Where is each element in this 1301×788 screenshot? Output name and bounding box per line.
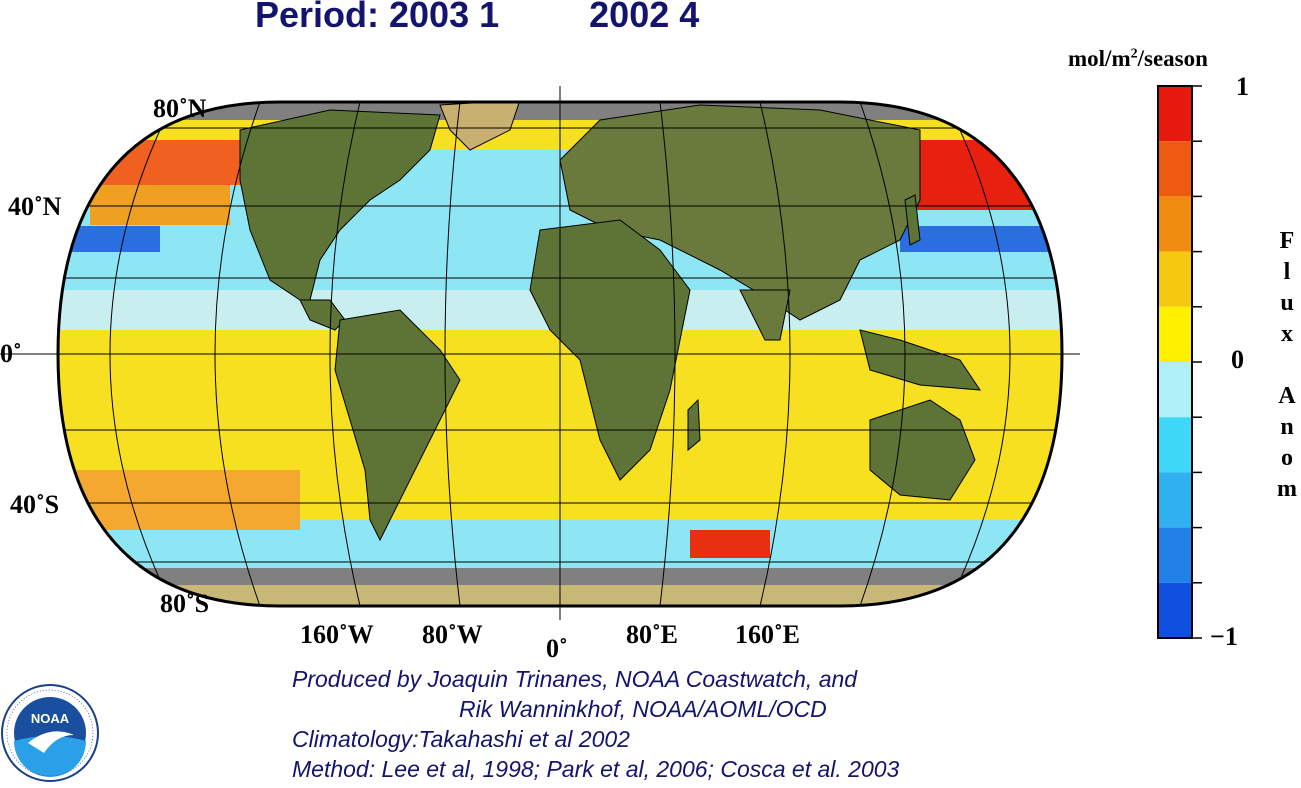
- north-pacific-west-anomaly: [90, 140, 250, 185]
- colorbar-min-label: −1: [1210, 622, 1238, 651]
- india: [739, 289, 791, 341]
- lon-line-e3: [859, 102, 906, 606]
- lon-line-w1: [444, 102, 461, 606]
- period-end: 2002 4: [589, 0, 700, 35]
- australia: [869, 399, 976, 501]
- colorbar-units: mol/m2/season: [1068, 46, 1208, 72]
- vertical-label-letter: A: [1278, 383, 1296, 409]
- period-start: Period: 2003 1: [255, 0, 500, 35]
- lon-line-e4: [959, 129, 1011, 581]
- lon-label-160w: 160˚W: [300, 620, 374, 649]
- colorbar-max-label: 1: [1236, 72, 1249, 101]
- globe-outline: [56, 100, 1064, 608]
- colorbar-segment: [1158, 306, 1192, 362]
- vertical-label-letter: F: [1279, 228, 1295, 254]
- lon-label-0: 0˚: [546, 634, 568, 663]
- graticule: [58, 102, 1062, 606]
- colorbar-mid-label: 0: [1231, 345, 1244, 374]
- blue-band-west: [70, 226, 160, 252]
- colorbar-segment: [1158, 527, 1192, 583]
- vertical-label-letter: n: [1280, 414, 1294, 440]
- credits: Produced by Joaquin Trinanes, NOAA Coast…: [292, 664, 899, 784]
- lon-label-80e: 80˚E: [626, 620, 678, 649]
- antarctica-land: [150, 585, 950, 606]
- logo-ring-text: [6, 689, 94, 777]
- credits-line-3: Climatology:Takahashi et al 2002: [292, 726, 630, 752]
- lon-label-80w: 80˚W: [422, 620, 483, 649]
- japan: [904, 194, 921, 246]
- noaa-logo: NOAA: [1, 684, 99, 782]
- colorbar-segment: [1158, 417, 1192, 473]
- lat-label-40n: 40˚N: [8, 192, 62, 221]
- colorbar-segment: [1158, 141, 1192, 197]
- lat-label-80s: 80˚S: [160, 589, 210, 618]
- blue-band-east: [900, 226, 1060, 252]
- colorbar-segment: [1158, 582, 1192, 638]
- credits-line-1: Produced by Joaquin Trinanes, NOAA Coast…: [292, 666, 858, 692]
- south-america: [334, 309, 461, 542]
- units-sup: 2: [1130, 46, 1138, 62]
- lat-label-40s: 40˚S: [10, 490, 60, 519]
- south-orange-west: [60, 470, 300, 530]
- colorbar-segment: [1158, 362, 1192, 418]
- vertical-label-letter: x: [1281, 321, 1293, 347]
- colorbar: [1157, 85, 1202, 639]
- lat-label-0: 0˚: [0, 339, 22, 368]
- greenland: [439, 102, 521, 151]
- colorbar-segment: [1158, 196, 1192, 252]
- vertical-label-letter: [1272, 350, 1301, 381]
- logo-bird: [28, 731, 74, 753]
- lat-label-80n: 80˚N: [153, 94, 207, 123]
- logo-water: [14, 736, 86, 777]
- units-suffix: /season: [1137, 46, 1208, 71]
- map-title: Period: 2003 1 2002 4: [255, 0, 699, 36]
- vertical-label-letter: m: [1277, 476, 1297, 502]
- colorbar-segment: [1158, 472, 1192, 528]
- lon-label-160e: 160˚E: [735, 620, 800, 649]
- lon-line-e1: [659, 102, 676, 606]
- africa: [529, 219, 691, 481]
- colorbar-segment: [1158, 251, 1192, 307]
- vertical-label-letter: u: [1280, 290, 1294, 316]
- axis-ticks: [0, 86, 1080, 620]
- credits-line-4: Method: Lee et al, 1998; Park et al, 200…: [292, 756, 900, 782]
- credits-line-2: Rik Wanninkhof, NOAA/AOML/OCD: [459, 696, 827, 722]
- vertical-label-letter: o: [1281, 445, 1293, 471]
- units-prefix: mol/m: [1068, 46, 1131, 71]
- lon-line-w3: [214, 102, 261, 606]
- vertical-label-letter: l: [1283, 259, 1291, 285]
- maritime-southeast-asia: [859, 329, 981, 391]
- south-red-patch: [690, 530, 770, 558]
- madagascar: [687, 398, 701, 452]
- colorbar-segment: [1158, 86, 1192, 142]
- lon-line-e2: [759, 102, 791, 606]
- globe: [58, 102, 1062, 606]
- north-pacific-west-anomaly-2: [90, 185, 230, 225]
- lon-line-w4: [109, 129, 161, 581]
- logo-text: NOAA: [31, 711, 70, 726]
- lon-line-w2: [329, 102, 361, 606]
